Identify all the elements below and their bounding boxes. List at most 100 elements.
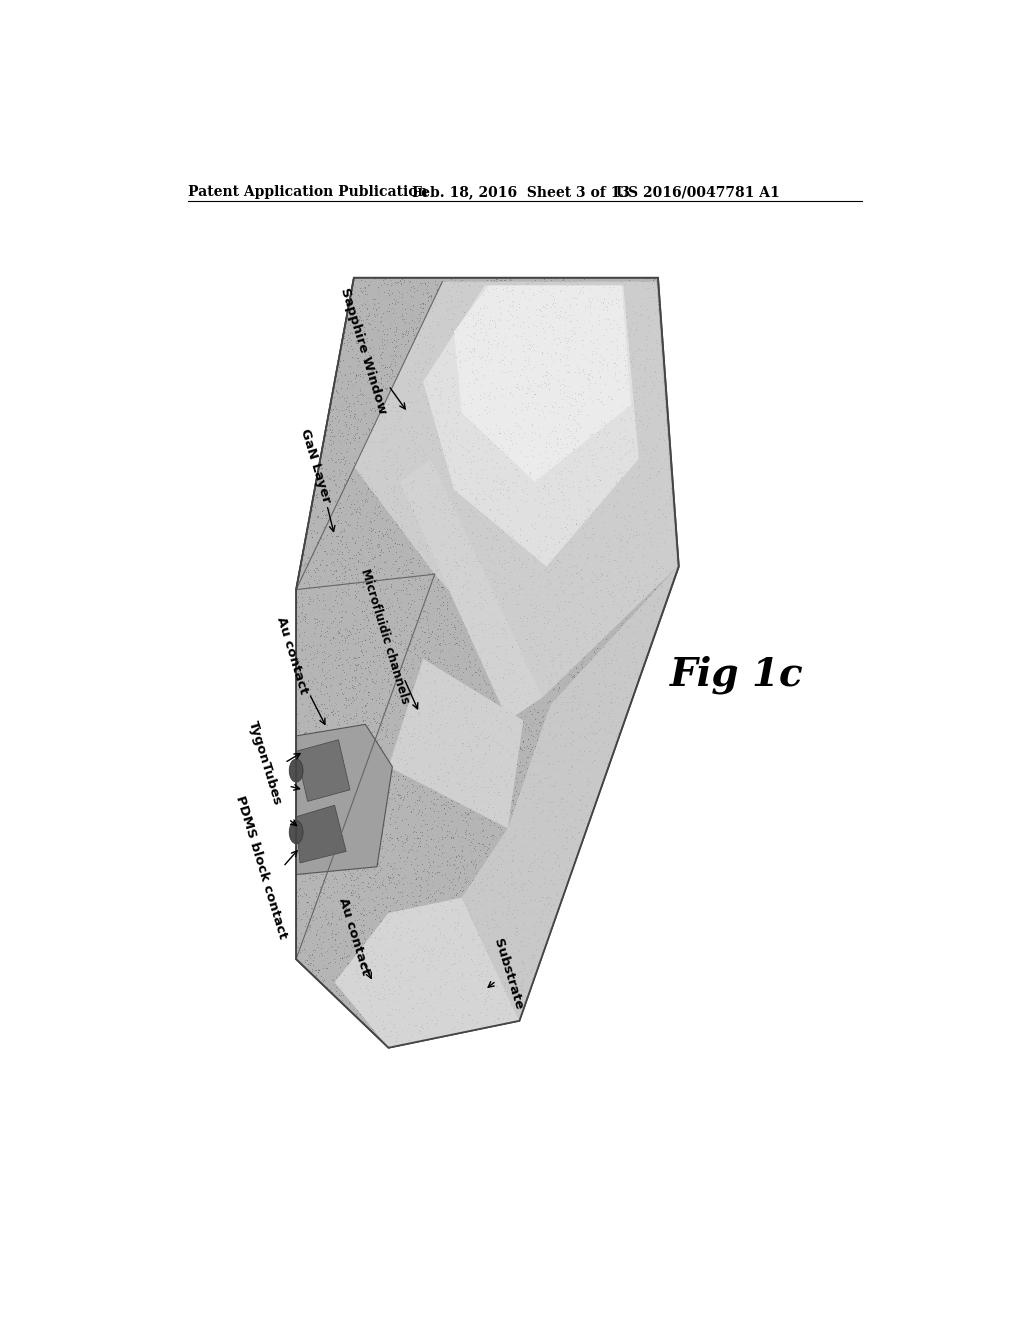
Point [637, 649, 653, 671]
Point [335, 558, 351, 579]
Point [630, 665, 646, 686]
Point [352, 463, 369, 484]
Point [339, 953, 355, 974]
Point [457, 573, 473, 594]
Point [634, 271, 650, 292]
Point [618, 576, 635, 597]
Point [596, 372, 612, 393]
Point [551, 709, 567, 730]
Point [543, 766, 559, 787]
Point [433, 750, 450, 771]
Point [493, 314, 509, 335]
Point [374, 421, 390, 442]
Point [365, 766, 381, 787]
Point [537, 479, 553, 500]
Point [423, 723, 439, 744]
Point [390, 1035, 407, 1056]
Point [620, 511, 636, 532]
Point [476, 273, 493, 294]
Point [528, 536, 545, 557]
Point [421, 412, 437, 433]
Point [536, 639, 552, 660]
Point [662, 455, 678, 477]
Point [294, 607, 310, 628]
Point [319, 510, 336, 531]
Point [484, 312, 501, 333]
Point [610, 515, 627, 536]
Point [633, 640, 649, 661]
Point [461, 275, 477, 296]
Point [506, 907, 522, 928]
Point [598, 656, 614, 677]
Point [558, 616, 574, 638]
Point [421, 857, 437, 878]
Point [314, 826, 331, 847]
Point [442, 688, 459, 709]
Point [374, 975, 390, 997]
Point [514, 414, 530, 436]
Point [370, 474, 386, 495]
Point [399, 498, 416, 519]
Point [392, 990, 409, 1011]
Point [418, 940, 434, 961]
Point [582, 351, 598, 372]
Point [582, 602, 598, 623]
Point [373, 965, 389, 986]
Point [419, 276, 435, 297]
Point [512, 850, 528, 871]
Point [623, 433, 639, 454]
Point [439, 454, 456, 475]
Point [649, 587, 666, 609]
Point [584, 626, 600, 647]
Point [470, 945, 486, 966]
Point [434, 577, 451, 598]
Point [368, 494, 384, 515]
Point [348, 655, 365, 676]
Point [373, 941, 389, 962]
Point [325, 595, 341, 616]
Point [537, 364, 553, 385]
Point [479, 475, 496, 496]
Point [307, 809, 324, 830]
Point [446, 850, 463, 871]
Point [568, 738, 585, 759]
Point [629, 543, 645, 564]
Point [349, 723, 366, 744]
Point [312, 730, 329, 751]
Point [404, 653, 421, 675]
Point [592, 366, 608, 387]
Point [526, 269, 543, 290]
Point [520, 292, 537, 313]
Point [493, 913, 509, 935]
Point [560, 792, 577, 813]
Point [325, 843, 341, 865]
Point [403, 455, 420, 477]
Point [607, 289, 624, 310]
Point [467, 422, 483, 444]
Point [514, 367, 530, 388]
Point [463, 392, 479, 413]
Point [457, 698, 473, 719]
Point [401, 634, 418, 655]
Point [352, 923, 369, 944]
Point [299, 553, 315, 574]
Point [373, 408, 389, 429]
Point [462, 770, 478, 791]
Point [482, 487, 499, 508]
Point [587, 642, 603, 663]
Point [536, 407, 552, 428]
Point [586, 561, 602, 582]
Point [377, 531, 393, 552]
Point [333, 513, 349, 535]
Point [626, 403, 642, 424]
Point [394, 730, 411, 751]
Point [529, 434, 546, 455]
Point [458, 919, 474, 940]
Point [425, 432, 441, 453]
Point [644, 573, 660, 594]
Point [487, 636, 504, 657]
Point [430, 845, 446, 866]
Point [485, 552, 502, 573]
Point [482, 631, 499, 652]
Point [435, 653, 452, 675]
